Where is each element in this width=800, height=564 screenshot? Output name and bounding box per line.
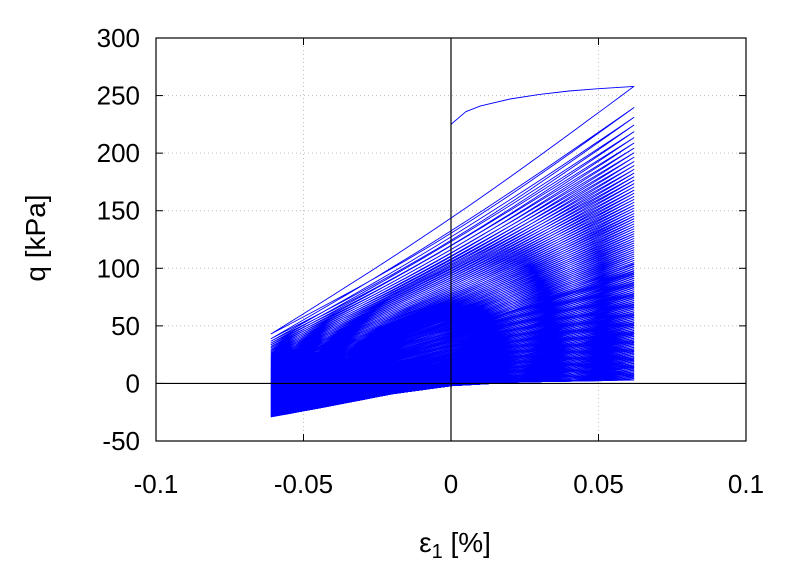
stress-strain-loop-branch: [270, 263, 635, 383]
stress-strain-loop-branch: [271, 306, 635, 395]
x-tick-label: 0.05: [573, 469, 624, 499]
stress-strain-loop-branch: [271, 339, 635, 406]
stress-strain-loop-branch: [271, 337, 635, 405]
stress-strain-loop-branch: [271, 295, 635, 392]
y-tick-label: 0: [126, 368, 140, 398]
y-tick-label: 300: [97, 23, 140, 53]
stress-strain-loop-branch: [271, 291, 635, 391]
stress-strain-loop-branch: [271, 345, 635, 407]
stress-strain-loop-branch: [271, 293, 635, 392]
stress-strain-loop-branch: [271, 297, 635, 393]
stress-strain-loop-branch: [271, 316, 635, 399]
x-axis-title-main: ε: [419, 527, 431, 558]
stress-strain-loop-branch: [271, 284, 635, 389]
y-tick-label: 250: [97, 81, 140, 111]
stress-strain-loop-branch: [271, 335, 635, 404]
stress-strain-loop-branch: [271, 322, 635, 400]
stress-strain-loop-branch: [271, 332, 635, 403]
stress-strain-loop-branch: [271, 318, 635, 399]
x-tick-label: 0.1: [728, 469, 764, 499]
x-tick-label: 0: [444, 469, 458, 499]
stress-strain-loop-branch: [271, 275, 635, 386]
x-axis-title-unit: [%]: [443, 527, 491, 558]
stress-strain-loop-branch: [271, 302, 635, 394]
y-tick-label: 50: [111, 311, 140, 341]
stress-strain-loop-branch: [271, 341, 635, 406]
tick-labels: -0.1 -0.05 0 0.05 0.1 -50 0 50 100 150 200 250 300: [97, 23, 764, 499]
stress-strain-loop-branch: [271, 289, 635, 390]
stress-strain-loop-branch: [271, 280, 635, 388]
stress-strain-loop-branch: [270, 265, 635, 383]
stress-strain-loop-branch: [271, 310, 635, 397]
stress-strain-loop-branch: [271, 277, 635, 387]
x-axis-title-subscript: 1: [432, 541, 443, 563]
stress-strain-loop-branch: [271, 324, 635, 401]
stress-strain-loop-branch: [271, 282, 635, 388]
stress-strain-loop-branch: [270, 268, 635, 384]
stress-strain-loop-branch: [271, 320, 635, 400]
stress-strain-loop-branch: [271, 286, 635, 390]
y-tick-label: 200: [97, 138, 140, 168]
stress-strain-loop-branch: [271, 328, 635, 402]
stress-strain-loop-branch: [271, 272, 635, 386]
stress-strain-loop-branch: [271, 333, 635, 404]
y-tick-label: -50: [102, 426, 140, 456]
x-tick-label: -0.1: [134, 469, 179, 499]
stress-strain-loop-branch: [271, 312, 635, 397]
y-tick-label: 100: [97, 253, 140, 283]
stress-strain-loop-branch: [271, 379, 634, 418]
stress-strain-loop-branch: [271, 330, 635, 403]
y-tick-label: 150: [97, 196, 140, 226]
data-series: [270, 85, 635, 418]
stress-strain-loop-branch: [271, 326, 635, 402]
stress-strain-loop-branch: [271, 308, 635, 396]
x-tick-label: -0.05: [274, 469, 333, 499]
stress-strain-loop-branch: [271, 314, 635, 398]
y-axis-title: q [kPa]: [20, 194, 51, 281]
stress-strain-loop-branch: [271, 299, 635, 394]
axes: [155, 37, 747, 442]
stress-strain-loop-branch: [270, 270, 635, 385]
x-axis-title: ε1 [%]: [419, 527, 491, 563]
